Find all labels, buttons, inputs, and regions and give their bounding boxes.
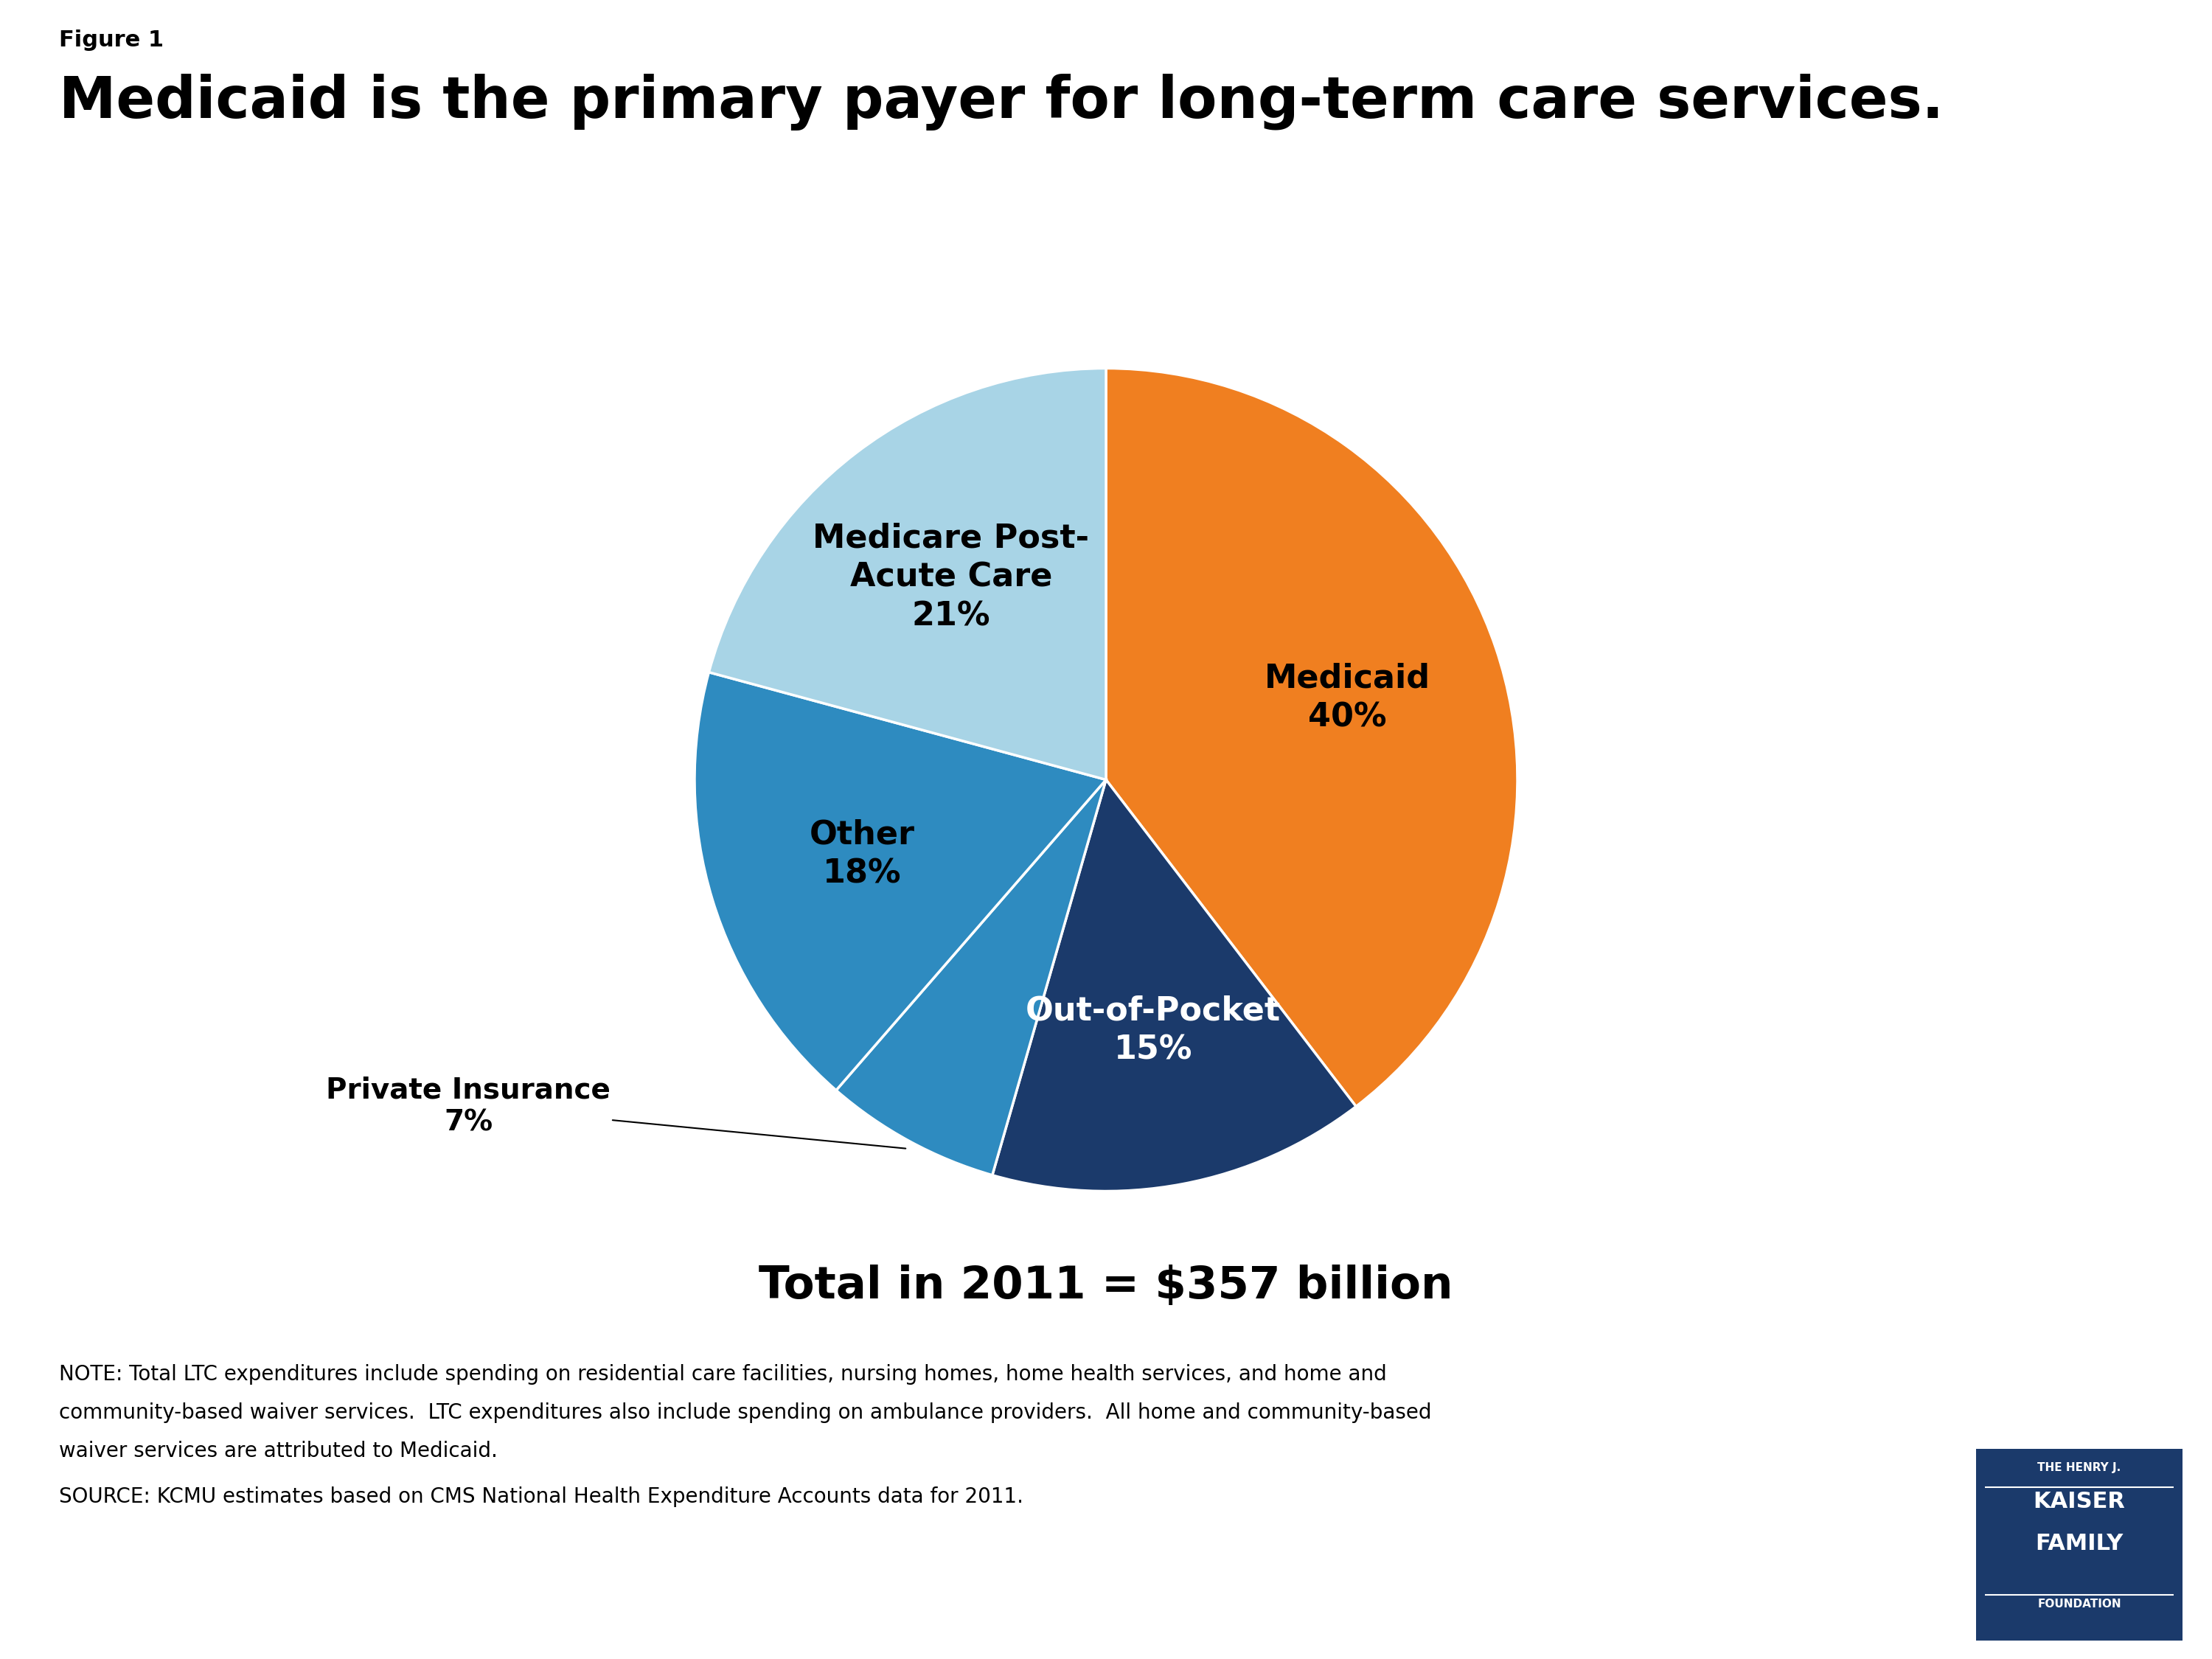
Text: FAMILY: FAMILY xyxy=(2035,1533,2124,1554)
Text: Medicare Post-
Acute Care
21%: Medicare Post- Acute Care 21% xyxy=(812,523,1088,632)
Text: SOURCE: KCMU estimates based on CMS National Health Expenditure Accounts data fo: SOURCE: KCMU estimates based on CMS Nati… xyxy=(60,1486,1024,1508)
Text: Total in 2011 = $357 billion: Total in 2011 = $357 billion xyxy=(759,1264,1453,1309)
Text: THE HENRY J.: THE HENRY J. xyxy=(2037,1462,2121,1473)
Text: Figure 1: Figure 1 xyxy=(60,30,164,51)
Text: FOUNDATION: FOUNDATION xyxy=(2037,1599,2121,1609)
Wedge shape xyxy=(836,780,1106,1175)
Wedge shape xyxy=(695,672,1106,1090)
Text: community-based waiver services.  LTC expenditures also include spending on ambu: community-based waiver services. LTC exp… xyxy=(60,1402,1431,1423)
Text: Private Insurance
7%: Private Insurance 7% xyxy=(325,1077,905,1148)
Text: Medicaid is the primary payer for long-term care services.: Medicaid is the primary payer for long-t… xyxy=(60,73,1944,131)
Text: KAISER: KAISER xyxy=(2033,1491,2126,1513)
Wedge shape xyxy=(1106,368,1517,1107)
Text: Medicaid
40%: Medicaid 40% xyxy=(1265,662,1431,733)
Text: NOTE: Total LTC expenditures include spending on residential care facilities, nu: NOTE: Total LTC expenditures include spe… xyxy=(60,1364,1387,1385)
Text: Other
18%: Other 18% xyxy=(810,818,916,889)
Wedge shape xyxy=(993,780,1356,1191)
Text: waiver services are attributed to Medicaid.: waiver services are attributed to Medica… xyxy=(60,1440,498,1462)
Text: Out-of-Pocket
15%: Out-of-Pocket 15% xyxy=(1026,995,1281,1065)
Wedge shape xyxy=(708,368,1106,780)
FancyBboxPatch shape xyxy=(1975,1448,2183,1641)
